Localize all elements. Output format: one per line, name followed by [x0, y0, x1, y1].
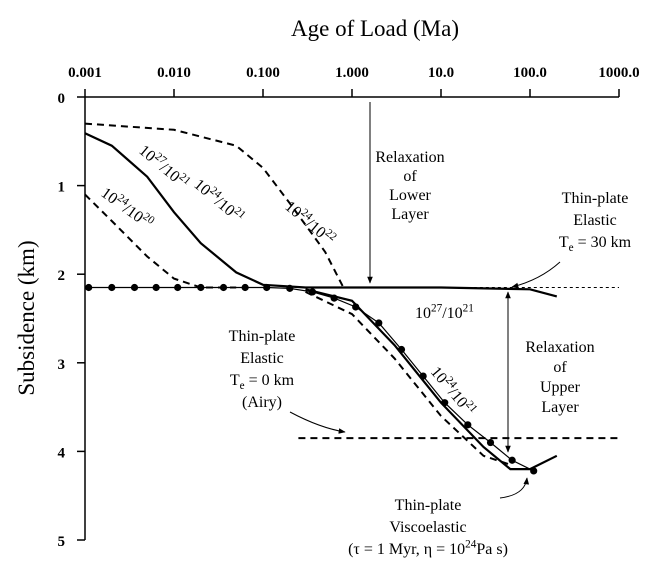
x-tick-label: 0.001: [68, 65, 102, 81]
arrow: [499, 477, 530, 499]
x-tick-label: 0.100: [246, 65, 280, 81]
annotation: of: [553, 359, 567, 376]
annotation: Te = 0 km: [230, 372, 295, 392]
text-segment: Thin-plate: [395, 497, 462, 514]
annotation: Relaxation: [525, 339, 594, 356]
text-segment: 10: [415, 305, 431, 322]
curve-label: 1024/1021: [190, 174, 248, 227]
annotation: Elastic: [573, 212, 617, 229]
x-tick-label: 1000.0: [598, 65, 639, 81]
text-segment: Layer: [541, 399, 579, 416]
annotation: Relaxation: [375, 149, 444, 166]
marker: [308, 288, 317, 296]
series-line: [84, 132, 558, 298]
x-axis-title: Age of Load (Ma): [291, 16, 459, 41]
marker: [486, 438, 495, 447]
annotation: Upper: [540, 379, 581, 396]
marker: [263, 283, 271, 292]
text-segment: Layer: [391, 206, 429, 223]
marker: [419, 372, 427, 380]
text-segment: Viscoelastic: [389, 519, 466, 536]
text-segment: Relaxation: [525, 339, 594, 356]
text-segment: of: [553, 359, 567, 376]
text-segment: Elastic: [240, 350, 284, 367]
annotation: Lower: [389, 187, 431, 204]
marker: [152, 283, 160, 292]
arrow: [289, 411, 346, 434]
text-segment: = 30 km: [574, 234, 632, 251]
marker: [286, 284, 294, 292]
text-segment: (τ = 1 Myr, η = 10: [348, 541, 465, 558]
y-tick-label: 2: [58, 268, 66, 284]
text-segment: Upper: [540, 379, 581, 396]
annotation: (Airy): [242, 394, 282, 411]
marker: [464, 421, 472, 429]
text-segment: Pa s): [476, 541, 508, 558]
marker: [241, 283, 249, 292]
annotation: Elastic: [240, 350, 284, 367]
text-segment: Elastic: [573, 212, 617, 229]
marker: [375, 319, 383, 327]
text-segment: of: [403, 168, 417, 185]
y-tick-label: 1: [58, 180, 66, 196]
text-segment: T: [230, 372, 240, 389]
text-segment: 21: [463, 303, 474, 315]
arrow: [511, 261, 561, 289]
annotation: Layer: [541, 399, 579, 416]
annotation: Thin-plate: [395, 497, 462, 514]
marker: [441, 399, 449, 407]
text-segment: Lower: [389, 187, 431, 204]
text-segment: Relaxation: [375, 149, 444, 166]
marker: [397, 345, 406, 354]
text-segment: (Airy): [242, 394, 282, 411]
curve-label: 1027/1021: [135, 140, 193, 193]
text-segment: 10: [98, 184, 121, 207]
marker: [130, 283, 139, 292]
text-segment: T: [559, 234, 569, 251]
series-line: [305, 288, 558, 471]
series-line: [84, 193, 237, 289]
x-tick-label: 10.0: [428, 65, 454, 81]
series-line: [305, 290, 511, 466]
text-segment: Thin-plate: [229, 328, 296, 345]
annotation: Thin-plate: [229, 328, 296, 345]
curve-label: 1027/1021: [415, 303, 474, 322]
series-line: [84, 122, 345, 288]
marker: [508, 456, 516, 464]
series-line: [88, 286, 534, 472]
x-tick-label: 100.0: [513, 65, 547, 81]
text-segment: e: [569, 242, 574, 254]
text-segment: 27: [431, 303, 443, 315]
annotation: of: [403, 168, 417, 185]
y-tick-label: 0: [58, 91, 66, 107]
marker: [108, 283, 116, 292]
marker: [330, 294, 338, 302]
text-segment: Thin-plate: [562, 190, 629, 207]
marker: [219, 283, 228, 292]
y-tick-label: 3: [58, 357, 66, 373]
marker: [174, 283, 182, 292]
annotation: Te = 30 km: [559, 234, 632, 254]
curve-label: 1024/1022: [281, 196, 339, 249]
marker: [530, 467, 538, 475]
annotation: Layer: [391, 206, 429, 223]
marker: [352, 303, 360, 311]
x-tick-label: 1.000: [335, 65, 369, 81]
text-segment: e: [240, 380, 245, 392]
annotation: Thin-plate: [562, 190, 629, 207]
text-segment: = 0 km: [245, 372, 295, 389]
x-tick-label: 0.010: [157, 65, 191, 81]
curve-label: 1024/1020: [98, 183, 157, 234]
marker: [197, 283, 205, 292]
annotation: (τ = 1 Myr, η = 1024Pa s): [348, 539, 508, 558]
y-tick-label: 5: [58, 534, 66, 550]
marker: [85, 283, 93, 292]
text-segment: /10: [442, 305, 462, 322]
y-axis-title: Subsidence (km): [14, 240, 39, 395]
text-segment: 24: [465, 539, 477, 551]
annotation: Viscoelastic: [389, 519, 466, 536]
y-tick-label: 4: [58, 445, 66, 461]
